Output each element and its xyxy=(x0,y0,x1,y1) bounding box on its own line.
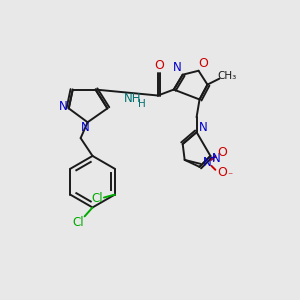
Text: O: O xyxy=(218,166,227,179)
Text: N: N xyxy=(199,121,208,134)
Text: NH: NH xyxy=(123,92,141,105)
Text: O: O xyxy=(218,146,227,160)
Text: +: + xyxy=(209,153,217,163)
Text: O: O xyxy=(199,57,208,70)
Text: N: N xyxy=(212,152,221,165)
Text: H: H xyxy=(138,99,146,110)
Text: N: N xyxy=(173,61,182,74)
Text: N: N xyxy=(203,156,212,170)
Text: ⁻: ⁻ xyxy=(228,171,233,181)
Text: Cl: Cl xyxy=(91,192,103,205)
Text: Cl: Cl xyxy=(73,216,85,229)
Text: O: O xyxy=(154,59,164,72)
Text: N: N xyxy=(58,100,67,113)
Text: N: N xyxy=(81,121,90,134)
Text: CH₃: CH₃ xyxy=(218,71,237,81)
